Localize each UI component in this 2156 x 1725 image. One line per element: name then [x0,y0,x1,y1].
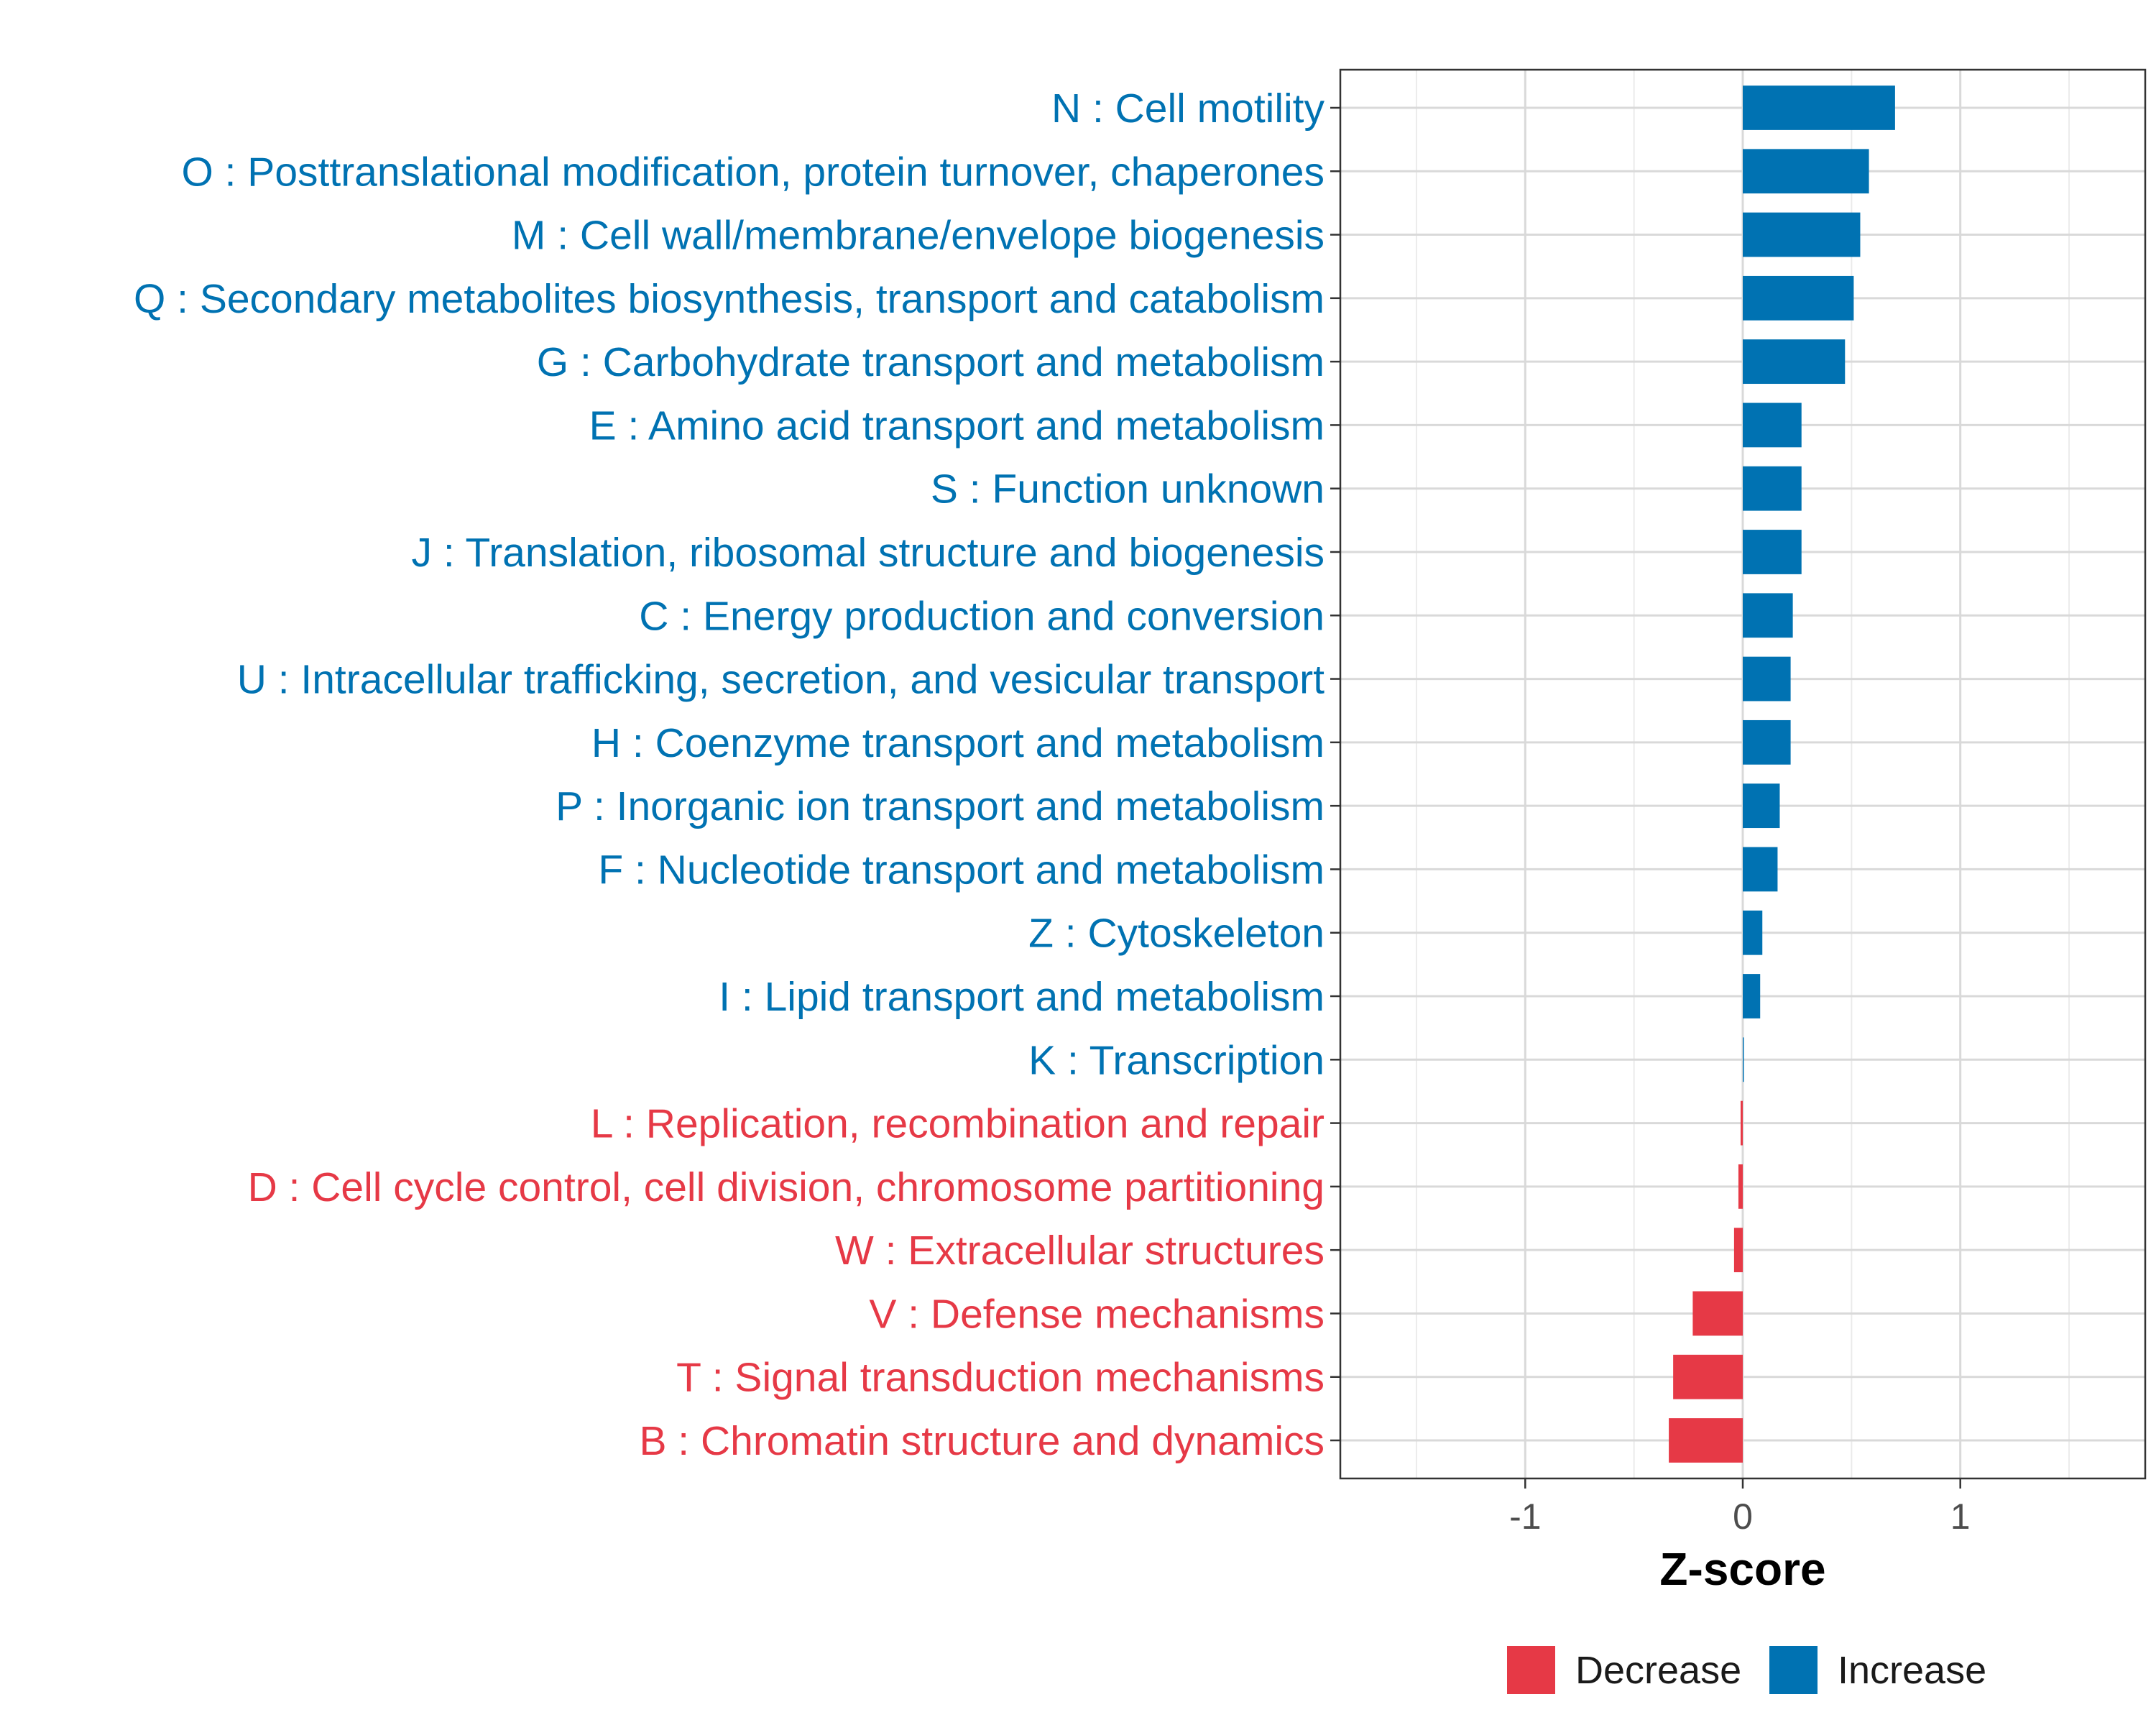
bar [1743,149,1869,194]
category-label: Q : Secondary metabolites biosynthesis, … [134,276,1325,322]
category-label: L : Replication, recombination and repai… [591,1101,1325,1147]
bar [1743,974,1761,1018]
bar [1743,530,1802,574]
bar [1743,593,1793,638]
category-label: W : Extracellular structures [835,1228,1325,1274]
x-axis-title: Z-score [1659,1543,1825,1595]
x-tick-label: -1 [1509,1496,1541,1537]
category-label: K : Transcription [1028,1037,1325,1083]
bar [1743,656,1791,702]
x-axis-ticks: -1 0 1 [1509,1478,1971,1537]
category-label: G : Carbohydrate transport and metabolis… [537,339,1325,385]
x-tick-label: 1 [1950,1496,1971,1537]
legend-swatch-increase [1769,1646,1818,1694]
bar [1740,1100,1743,1146]
bar [1743,402,1802,448]
category-label: C : Energy production and conversion [639,593,1325,639]
category-label: P : Inorganic ion transport and metaboli… [556,783,1325,829]
bar [1743,212,1861,257]
bar [1743,783,1780,829]
bar [1743,275,1854,321]
category-label: E : Amino acid transport and metabolism [589,402,1325,448]
bar [1733,1228,1743,1273]
bar [1743,339,1846,385]
category-label: T : Signal transduction mechanisms [676,1355,1325,1401]
bar [1692,1291,1743,1336]
bar [1743,466,1802,511]
category-label: V : Defense mechanisms [869,1291,1325,1337]
x-tick-label: 0 [1733,1496,1753,1537]
bar-layer [1669,86,1895,1463]
category-labels: N : Cell motility O : Posttranslational m… [134,86,1325,1464]
bar [1743,719,1791,765]
bar [1673,1354,1743,1399]
category-label: H : Coenzyme transport and metabolism [591,720,1325,766]
legend-swatch-decrease [1507,1646,1555,1694]
category-label: O : Posttranslational modification, prot… [181,149,1325,195]
category-label: S : Function unknown [931,466,1325,512]
bar [1669,1418,1743,1463]
bar [1743,847,1778,892]
legend: Decrease Increase [1507,1646,1986,1694]
bar [1743,910,1763,955]
category-label: U : Intracellular trafficking, secretion… [237,657,1325,703]
category-label: Z : Cytoskeleton [1028,911,1325,957]
bar [1738,1164,1743,1209]
category-label: I : Lipid transport and metabolism [719,974,1325,1020]
category-label: M : Cell wall/membrane/envelope biogenes… [512,213,1325,259]
category-label: N : Cell motility [1051,86,1325,132]
y-axis-ticks [1330,106,1340,1442]
category-label: J : Translation, ribosomal structure and… [412,530,1325,576]
legend-label-decrease: Decrease [1575,1649,1741,1692]
category-label: D : Cell cycle control, cell division, c… [248,1164,1325,1210]
bar [1743,86,1895,130]
category-label: B : Chromatin structure and dynamics [639,1418,1325,1464]
legend-label-increase: Increase [1838,1649,1986,1692]
bar [1743,1037,1744,1082]
category-label: F : Nucleotide transport and metabolism [598,847,1325,893]
